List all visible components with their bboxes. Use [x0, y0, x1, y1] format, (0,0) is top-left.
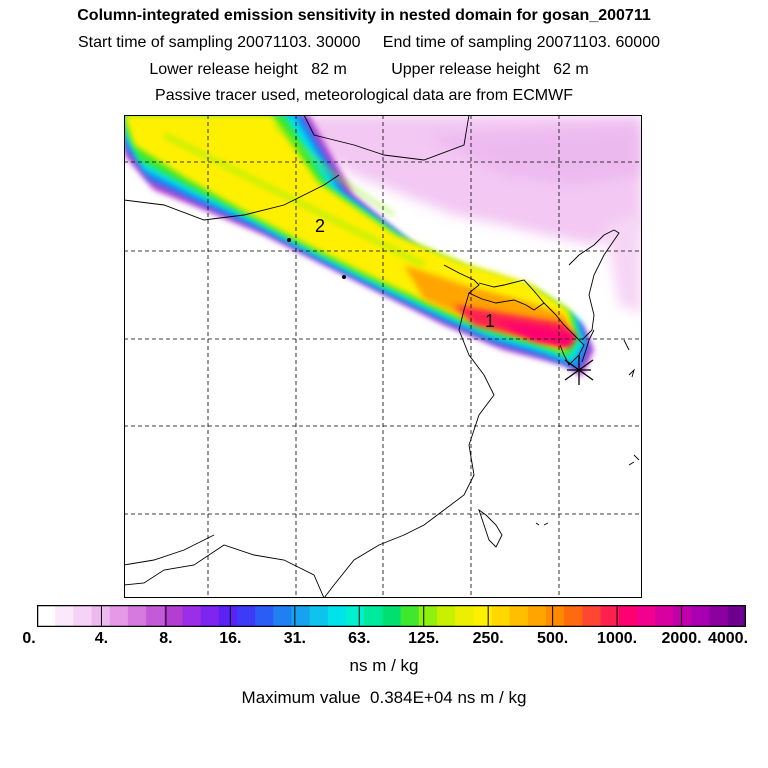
coastlines	[124, 115, 640, 598]
colorbar-cell	[727, 605, 746, 627]
colorbar-label: 4.	[94, 630, 109, 647]
colorbar-units: ns m / kg	[349, 656, 419, 675]
colorbar-cell	[600, 605, 620, 627]
colorbar-label: 0.	[22, 630, 36, 647]
colorbar-cell	[418, 605, 438, 627]
colorbar-cell	[218, 605, 238, 627]
colorbar-cell	[527, 605, 547, 627]
trajectory-markers: 2 1	[287, 216, 495, 331]
colorbar-cell	[564, 605, 583, 627]
colorbar-cell	[691, 605, 711, 627]
colorbar-cell	[309, 605, 329, 627]
colorbar-label: 2000.	[661, 630, 702, 647]
colorbar-cell	[436, 605, 456, 627]
colorbar-cell	[582, 605, 602, 627]
colorbar-cell	[127, 605, 147, 627]
colorbar-cell	[164, 605, 184, 627]
colorbar-cell	[273, 605, 293, 627]
colorbar-cell	[473, 605, 493, 627]
colorbar-label: 31.	[283, 630, 306, 647]
colorbar-cell	[673, 605, 693, 627]
tracer-info: Passive tracer used, meteorological data…	[155, 87, 573, 104]
colorbar-cell	[146, 605, 165, 627]
colorbar-cell	[382, 605, 402, 627]
colorbar-cell	[491, 605, 511, 627]
colorbar-cell	[709, 605, 729, 627]
colorbar-cell	[55, 605, 74, 627]
colorbar-cell	[182, 605, 202, 627]
colorbar-label: 16.	[219, 630, 242, 647]
colorbar-cell	[291, 605, 311, 627]
colorbar-cell	[655, 605, 674, 627]
colorbar-cell	[400, 605, 420, 627]
colorbar-cell	[618, 605, 638, 627]
colorbar	[37, 605, 746, 627]
colorbar-cell	[109, 605, 129, 627]
colorbar-label: 500.	[537, 630, 569, 647]
colorbar-label: 4000.	[707, 630, 749, 647]
colorbar-cells	[37, 605, 746, 627]
colorbar-label: 8.	[159, 630, 173, 647]
maximum-value: Maximum value 0.384E+04 ns m / kg	[241, 688, 527, 707]
colorbar-cell	[327, 605, 347, 627]
colorbar-cell	[346, 605, 365, 627]
colorbar-label: 125.	[408, 630, 440, 647]
sensitivity-map: 2 1	[124, 115, 642, 598]
star-icon	[564, 355, 594, 385]
colorbar-cell	[91, 605, 111, 627]
colorbar-cell	[636, 605, 656, 627]
colorbar-label: 250.	[472, 630, 504, 647]
plume-field	[124, 115, 642, 377]
colorbar-label: 1000.	[597, 630, 638, 647]
marker-label-1: 1	[485, 311, 495, 331]
colorbar-cell	[200, 605, 220, 627]
colorbar-label: 63.	[348, 630, 371, 647]
graticule	[124, 115, 642, 598]
marker-label-2: 2	[315, 216, 325, 236]
colorbar-cell	[37, 605, 56, 627]
sampling-times: Start time of sampling 20071103. 30000 E…	[77, 34, 660, 51]
colorbar-cell	[255, 605, 274, 627]
colorbar-cell	[73, 605, 93, 627]
colorbar-cell	[236, 605, 256, 627]
colorbar-cell	[546, 605, 565, 627]
colorbar-cell	[509, 605, 529, 627]
map-title: Column-integrated emission sensitivity i…	[77, 7, 651, 24]
colorbar-cell	[455, 605, 474, 627]
colorbar-cell	[364, 605, 384, 627]
release-heights: Lower release height 82 m Upper release …	[149, 61, 589, 78]
